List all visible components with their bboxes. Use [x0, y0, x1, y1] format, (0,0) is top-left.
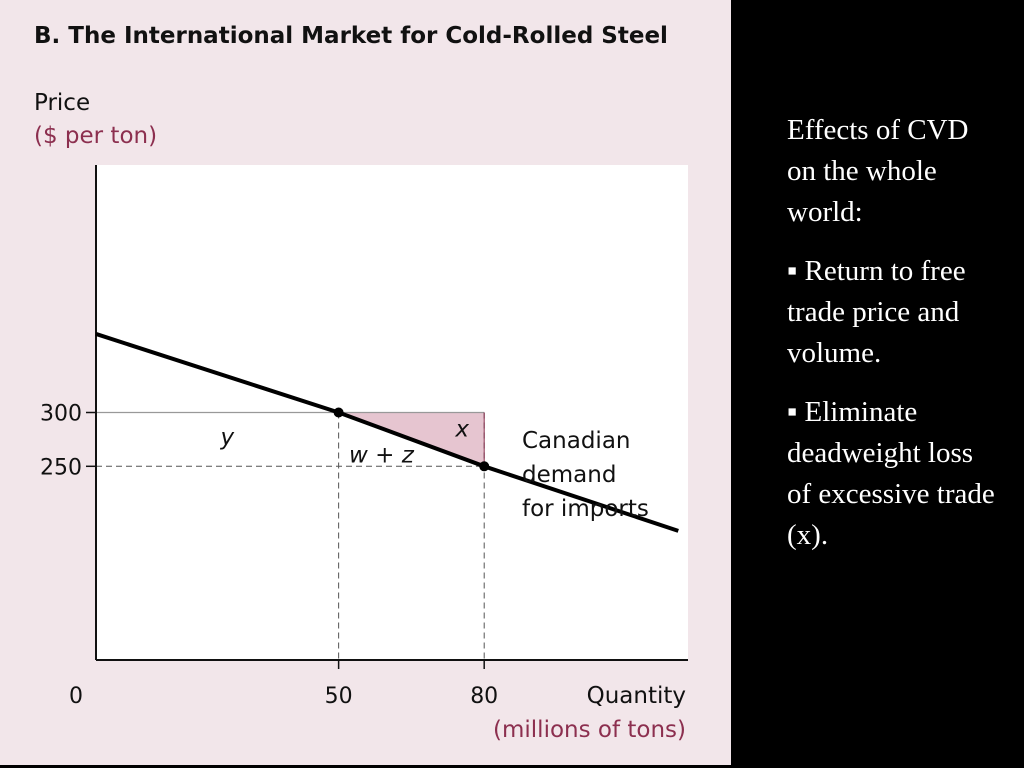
y-tick-label-250: 250 — [40, 455, 82, 480]
side-bullet-2-text: Eliminate deadweight loss of excessive t… — [787, 396, 995, 551]
side-text-panel: Effects of CVD on the whole world: ▪ Ret… — [787, 110, 1002, 574]
side-bullet-1-text: Return to free trade price and volume. — [787, 255, 966, 369]
curve-label-line-2: demand — [522, 462, 616, 488]
bullet-icon: ▪ — [787, 396, 798, 428]
curve-label-line-1: Canadian — [522, 428, 631, 454]
side-intro: Effects of CVD on the whole world: — [787, 114, 969, 228]
point-50-300 — [333, 407, 344, 418]
point-80-250 — [479, 461, 490, 472]
x-axis-title: Quantity — [587, 683, 686, 709]
demand-curve-line — [95, 332, 679, 533]
chart-title: B. The International Market for Cold-Rol… — [34, 23, 668, 49]
region-label-x: x — [454, 417, 469, 443]
x-tick-label-80: 80 — [470, 684, 498, 709]
x-tick-label-50: 50 — [325, 684, 353, 709]
y-tick-label-300: 300 — [40, 402, 82, 427]
bullet-icon: ▪ — [787, 255, 798, 287]
chart-figure: B. The International Market for Cold-Rol… — [34, 23, 688, 743]
region-label-w-z: w + z — [349, 442, 415, 468]
origin-label: 0 — [69, 684, 83, 709]
curve-label-line-3: for imports — [522, 496, 649, 522]
side-bullet-1: ▪ Return to free trade price and volume. — [787, 251, 1002, 374]
side-bullet-2: ▪ Eliminate deadweight loss of excessive… — [787, 392, 1002, 556]
y-axis-unit: ($ per ton) — [34, 123, 157, 149]
x-axis-unit: (millions of tons) — [493, 717, 686, 743]
chart-panel: B. The International Market for Cold-Rol… — [0, 0, 731, 765]
y-axis-title: Price — [34, 90, 90, 116]
region-label-y: y — [219, 425, 234, 451]
